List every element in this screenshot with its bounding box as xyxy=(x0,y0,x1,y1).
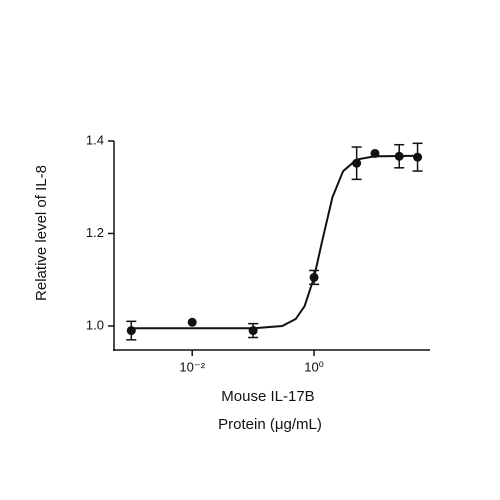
y-tick-label: 1.2 xyxy=(86,225,104,240)
data-point xyxy=(126,326,136,336)
x-tick-label: 10⁰ xyxy=(304,359,324,374)
data-point xyxy=(248,326,258,336)
x-tick-label: 10⁻² xyxy=(179,359,205,374)
data-point xyxy=(394,151,404,161)
data-point xyxy=(370,148,380,158)
y-tick-label: 1.4 xyxy=(86,132,104,147)
data-point xyxy=(309,272,319,282)
fit-curve xyxy=(131,154,421,330)
x-axis-label: Protein (μg/mL) xyxy=(218,416,322,433)
y-tick-label: 1.0 xyxy=(86,317,104,332)
x-axis-label: Mouse IL-17B xyxy=(221,388,314,405)
data-point xyxy=(413,152,423,162)
data-point xyxy=(187,317,197,327)
data-point xyxy=(352,158,362,168)
y-axis-label: Relative level of IL-8 xyxy=(33,165,50,301)
